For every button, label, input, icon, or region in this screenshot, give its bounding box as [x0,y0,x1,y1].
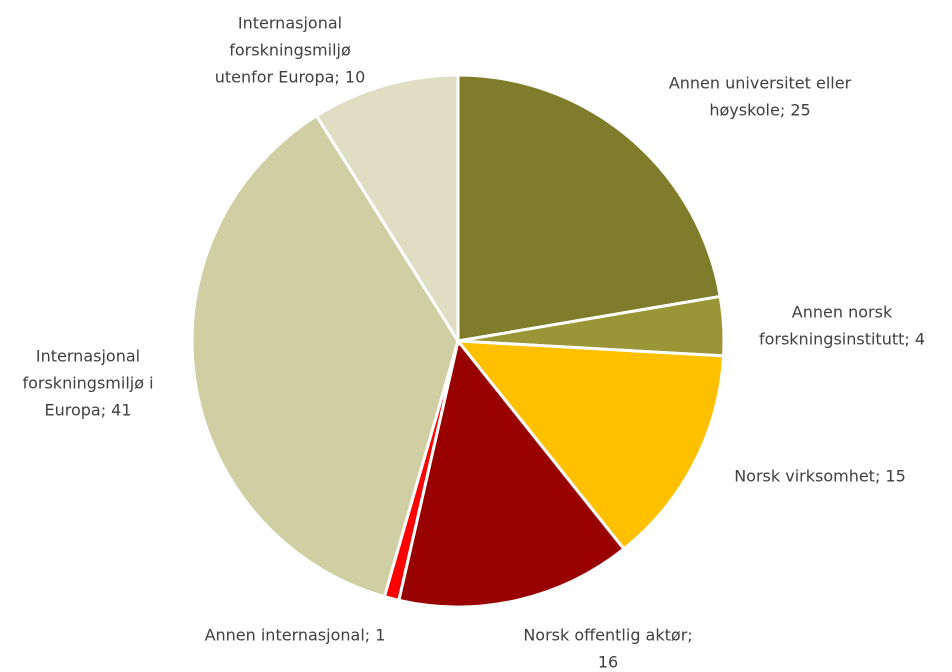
slice-label: høyskole; 25 [709,101,810,120]
slice-label: Internasjonal [238,14,342,33]
slice-label: 16 [598,653,618,672]
pie-slice [397,337,626,609]
slice-label: Annen norsk [792,303,893,322]
pie-slice [456,73,722,343]
slice-label: Internasjonal [36,347,140,366]
slice-label: forskningsinstitutt; 4 [759,330,925,349]
slice-label: Norsk virksomhet; 15 [734,467,906,486]
slice-label: Europa; 41 [44,401,131,420]
slice-label: forskningsmiljø i [22,374,153,393]
slice-label: Norsk offentlig aktør; [523,626,692,645]
pie-slice [454,339,726,552]
pie-slice [314,73,460,347]
slice-label: Annen universitet eller [669,74,852,93]
slice-label: Annen internasjonal; 1 [205,626,386,645]
slice-label: utenfor Europa; 10 [215,68,366,87]
slice-label: forskningsmiljø [229,41,351,60]
